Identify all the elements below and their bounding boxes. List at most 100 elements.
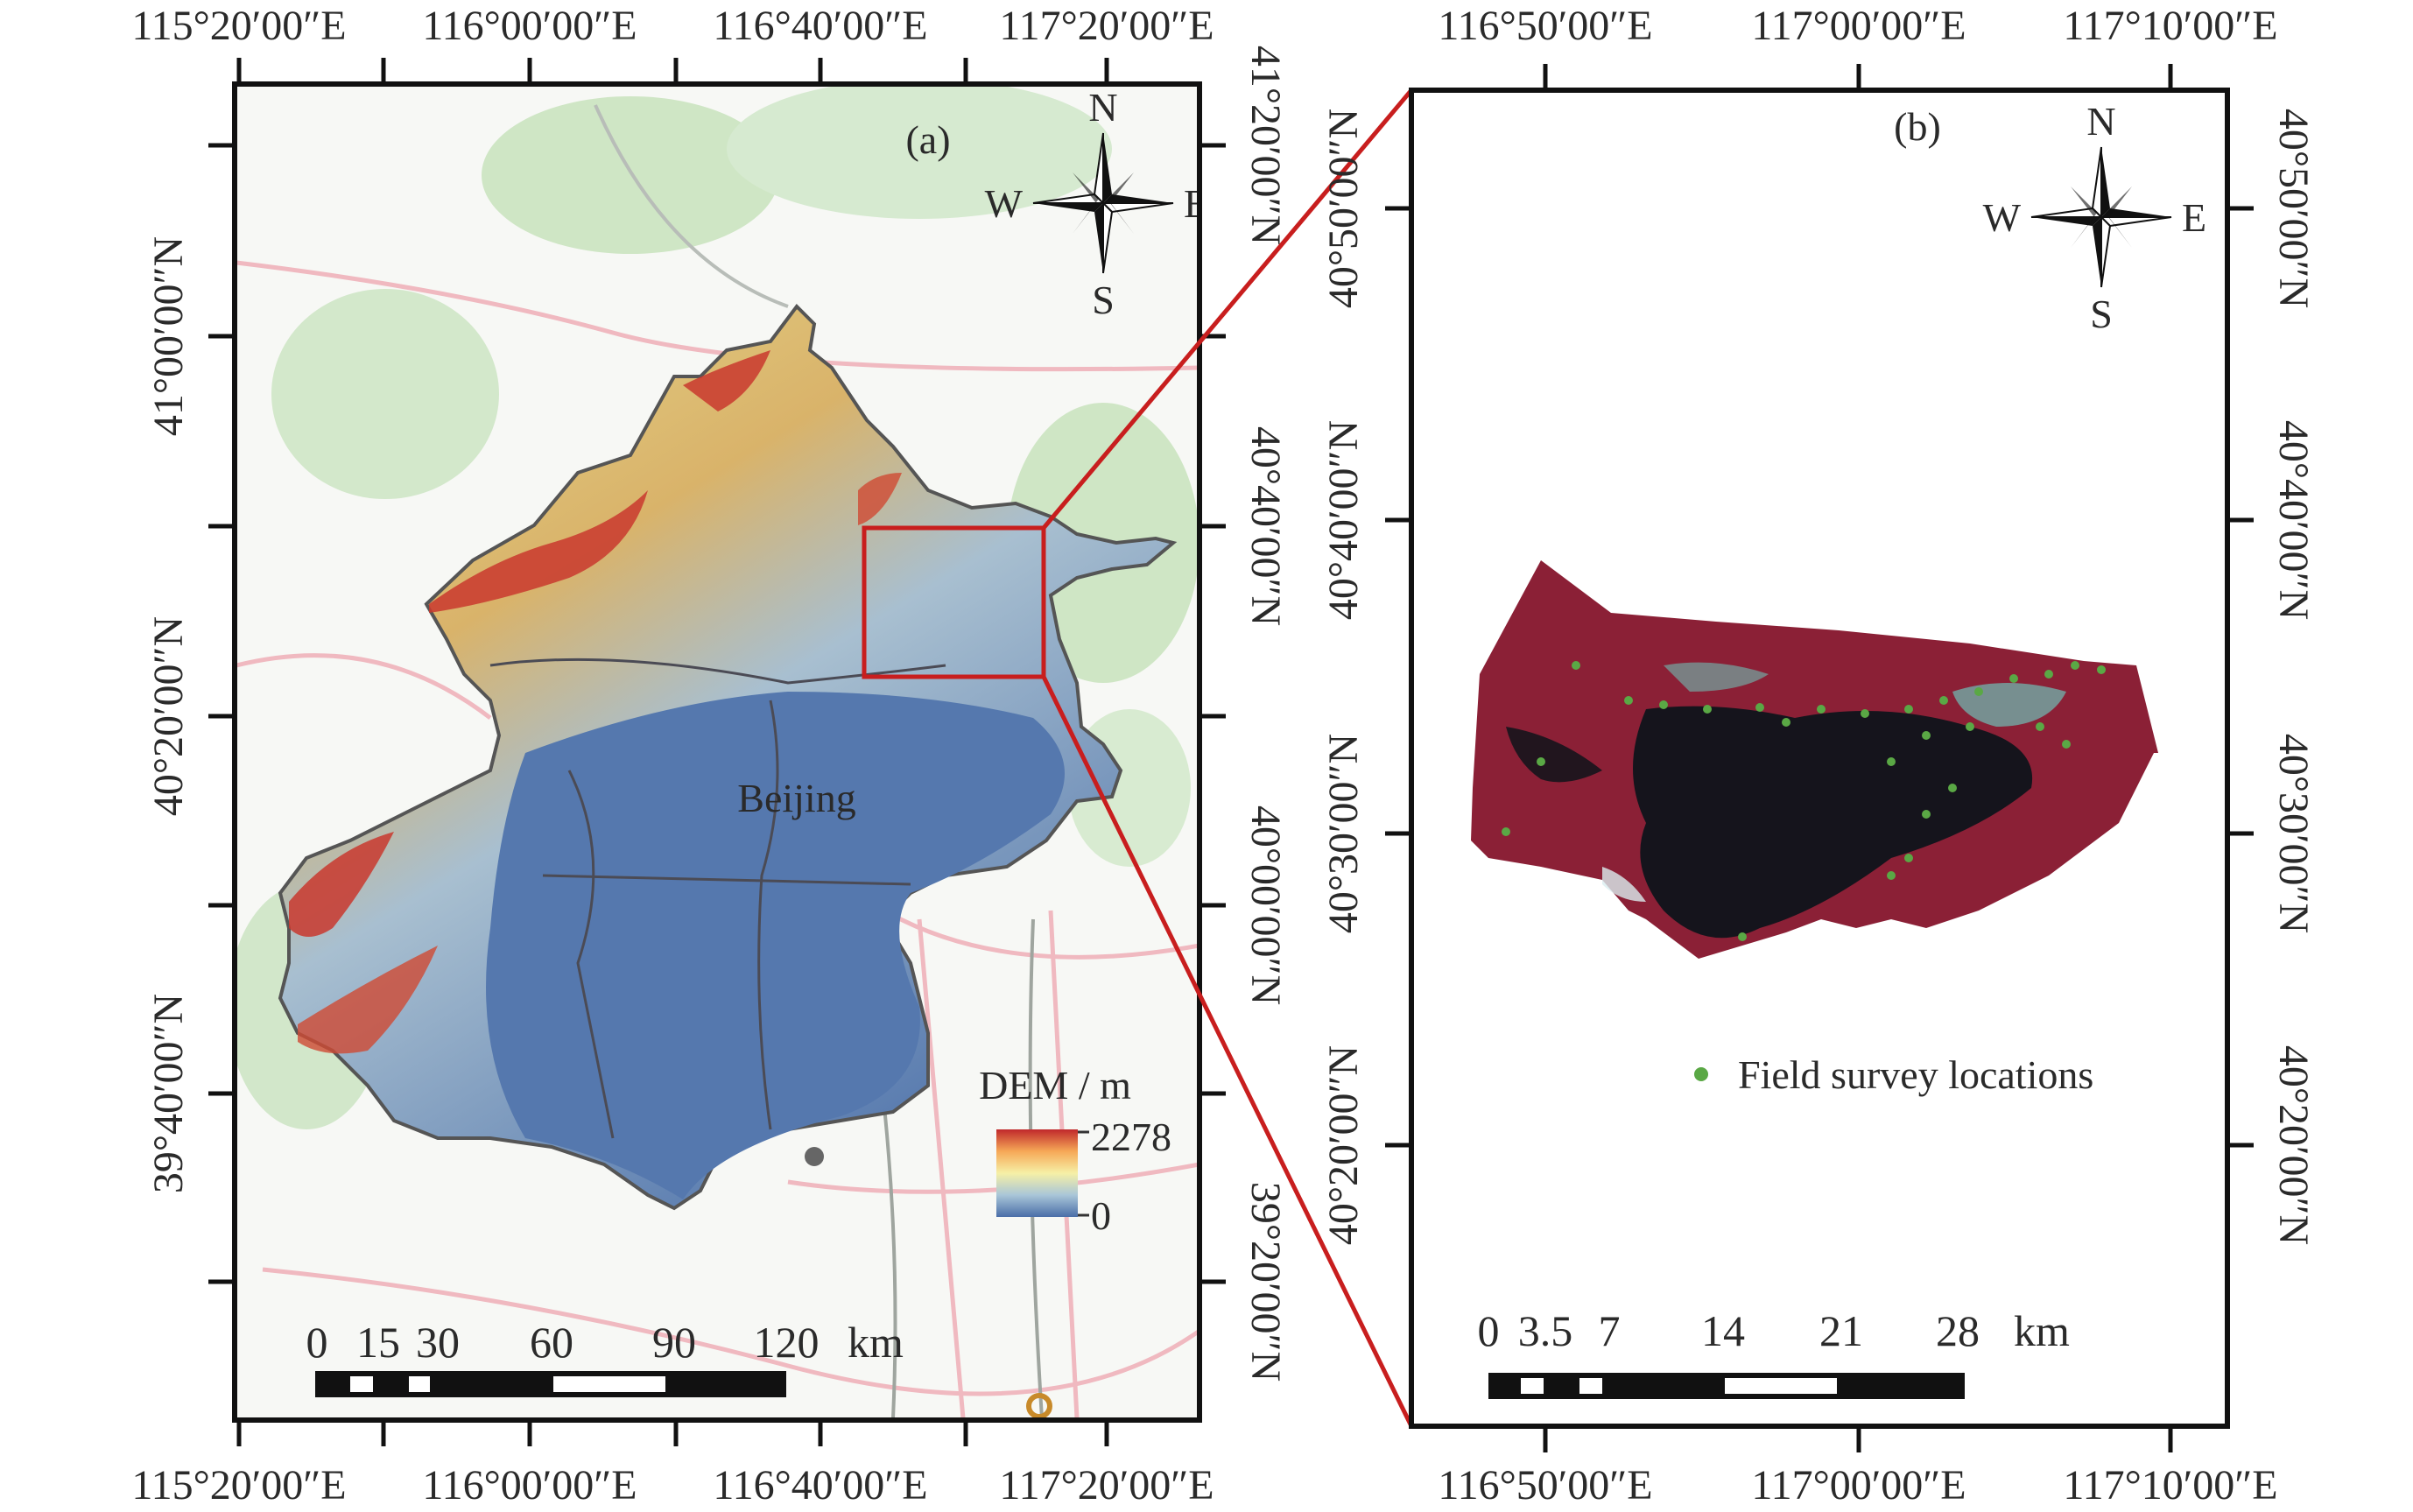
panel-a-left-lat-label: 40°20′00″N [145,616,192,816]
vegetation-patch [482,96,779,254]
survey-point [1624,696,1633,705]
compass-e-label: E [1184,181,1208,226]
dem-high-elevation [429,490,648,613]
panel-a-left-lat-label: 39°40′00″N [145,994,192,1193]
scale-a-tick: 15 [356,1318,400,1367]
panel-b-top-lon-label: 117°00′00″E [1751,3,1966,49]
panel-a-top-lon-label: 116°00′00″E [422,3,637,49]
compass-s-label: S [2090,292,2113,336]
panel-a-right-lat-label: 41°20′00″N [1242,46,1289,245]
scale-a-tick: 0 [306,1318,328,1367]
scale-b-tick: 21 [1819,1306,1863,1355]
scale-b-tick: 0 [1478,1306,1500,1355]
survey-point [1861,709,1869,718]
panel-b-right-lat-label: 40°50′00″N [2270,109,2317,308]
panel-a-ticks [208,58,1226,1446]
compass-w-label: W [1983,195,2022,240]
survey-point [1887,757,1896,766]
panel-a-right-lat-label: 40°00′00″N [1242,805,1289,1005]
compass-s-label: S [1092,278,1115,322]
scale-bar-a: 0 15 30 60 90 120 km [306,1318,904,1397]
inset-box [862,525,1046,679]
panel-a-top-lon-label: 117°20′00″E [999,3,1214,49]
panel-a-basemap: Beijing (a) N S E W [235,84,1208,1420]
panel-b-left-lat-label: 40°40′00″N [1320,420,1367,620]
road [262,1267,1199,1396]
survey-point [1966,722,1974,731]
beijing-label: Beijing [737,776,855,820]
panel-a-label: (a) [905,117,950,162]
scale-b-tick: 3.5 [1518,1306,1573,1355]
scale-a-tick: 90 [652,1318,696,1367]
panel-a-bottom-lon-label: 116°00′00″E [422,1462,637,1508]
survey-point [2009,674,2018,683]
panel-b-bottom-lon-label: 116°50′00″E [1438,1462,1652,1508]
dem-legend-min: 0 [1091,1193,1111,1238]
dem-high-elevation [289,832,394,937]
survey-point [1738,932,1747,941]
survey-point [2062,740,2071,749]
panel-a-right-lat-label: 39°20′00″N [1242,1182,1289,1382]
road [917,918,966,1419]
scale-b-unit: km [2014,1306,2070,1355]
survey-point [1939,696,1948,705]
compass-n-label: N [2086,99,2115,144]
reservoir-water [1633,706,2033,939]
survey-point [2071,661,2079,670]
survey-point [2097,665,2106,674]
dem-legend-max: 2278 [1091,1115,1171,1159]
panel-a-bottom-lon-label: 116°40′00″E [713,1462,927,1508]
panel-a-bottom-lon-label: 115°20′00″E [131,1462,346,1508]
panel-a-frame [232,81,1202,1423]
survey-points [1502,661,2106,941]
panel-b-label: (b) [1894,104,1941,149]
survey-point [1572,661,1580,670]
survey-point [1922,810,1931,819]
inset-connector [1041,675,1414,1428]
road [236,260,1199,372]
panel-b-top-lon-label: 116°50′00″E [1438,3,1652,49]
vegetation-patch [271,289,499,499]
scale-bar-b: 0 3.5 7 14 21 28 km [1478,1306,2070,1399]
panel-a-bottom-lon-label: 117°20′00″E [999,1462,1214,1508]
survey-point [1817,705,1826,714]
north-arrow-b: N S E W [1983,99,2207,336]
water-arm [1506,727,1602,783]
dem-high-elevation [298,946,438,1054]
panel-b-top-lon-label: 117°10′00″E [2063,3,2277,49]
district-boundary [757,700,779,1130]
scale-a-tick: 30 [416,1318,460,1367]
north-arrow-a: N S E W [985,85,1208,322]
scale-a-unit: km [848,1318,904,1367]
panel-b-frame [1409,88,2230,1429]
dem-high-elevation [858,473,902,525]
dem-legend-title: DEM / m [979,1063,1131,1108]
survey-point [1948,784,1957,792]
survey-point [1904,705,1913,714]
survey-point [1703,705,1712,714]
panel-b-right-lat-label: 40°40′00″N [2270,420,2317,620]
panel-a-top-lon-label: 116°40′00″E [713,3,927,49]
survey-legend-symbol [1694,1067,1708,1081]
compass-e-label: E [2182,195,2206,240]
boundary-line [594,104,789,308]
scale-b-tick: 28 [1936,1306,1980,1355]
compass-w-label: W [985,181,1024,226]
panel-b-ticks [1385,64,2254,1452]
survey-point [1904,854,1913,862]
road [787,1162,1199,1194]
district-boundary [542,874,911,886]
survey-point [1502,827,1510,836]
survey-point [1659,700,1668,709]
dem-high-elevation [683,350,770,411]
scale-b-tick: 7 [1599,1306,1621,1355]
panel-b-right-lat-label: 40°30′00″N [2270,734,2317,933]
bright-surface [1664,662,1769,692]
panel-b-bottom-lon-label: 117°00′00″E [1751,1462,1966,1508]
panel-a-right-lat-label: 40°40′00″N [1242,426,1289,626]
map-marker [805,1147,824,1166]
survey-legend-label: Field survey locations [1738,1052,2093,1097]
scale-a-tick: 60 [530,1318,573,1367]
map-marker [1026,1393,1052,1419]
